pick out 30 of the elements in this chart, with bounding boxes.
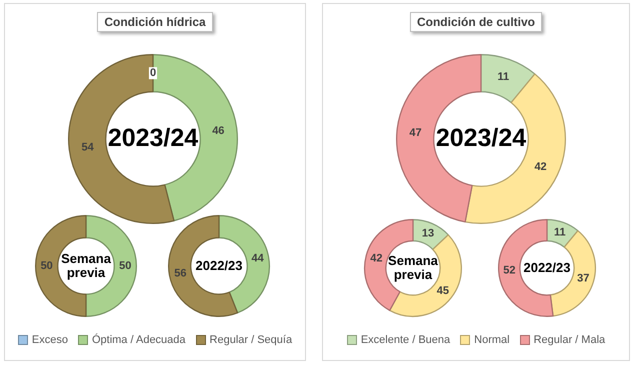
data-label: 50 bbox=[119, 260, 132, 272]
data-label: 46 bbox=[212, 124, 224, 137]
legend-label: Excelente / Buena bbox=[360, 334, 450, 346]
slice-label: 2023/24 bbox=[108, 124, 198, 152]
chart-title: Condición de cultivo bbox=[410, 12, 542, 32]
data-label: 52 bbox=[503, 264, 516, 276]
data-label: 11 bbox=[497, 71, 510, 84]
slice-label: Semana previa bbox=[388, 252, 438, 282]
legend-label: Óptima / Adecuada bbox=[92, 334, 186, 346]
legend-label: Regular / Sequía bbox=[210, 334, 292, 346]
legend-label: Regular / Mala bbox=[534, 334, 606, 346]
legend-label: Exceso bbox=[32, 334, 68, 346]
text: 0 bbox=[150, 67, 156, 80]
chart-title: Condición hídrica bbox=[97, 12, 213, 32]
data-label: 56 bbox=[174, 267, 187, 280]
data-label: 54 bbox=[82, 141, 95, 154]
legend-label: Normal bbox=[474, 334, 510, 346]
data-label: 37 bbox=[577, 272, 590, 285]
data-label: 50 bbox=[40, 260, 53, 272]
data-label: 13 bbox=[422, 227, 434, 240]
data-label: 47 bbox=[409, 126, 422, 139]
slice-label: Semana previa bbox=[61, 250, 111, 282]
slice-label: 2022/23 bbox=[523, 260, 570, 275]
data-label: 11 bbox=[554, 226, 566, 239]
slice-label: 2023/24 bbox=[436, 124, 526, 152]
data-label: 42 bbox=[534, 161, 547, 174]
data-label: 45 bbox=[436, 285, 449, 298]
data-label: 42 bbox=[370, 252, 383, 265]
slice-label: 2022/23 bbox=[195, 256, 243, 275]
data-label: 44 bbox=[251, 252, 265, 265]
